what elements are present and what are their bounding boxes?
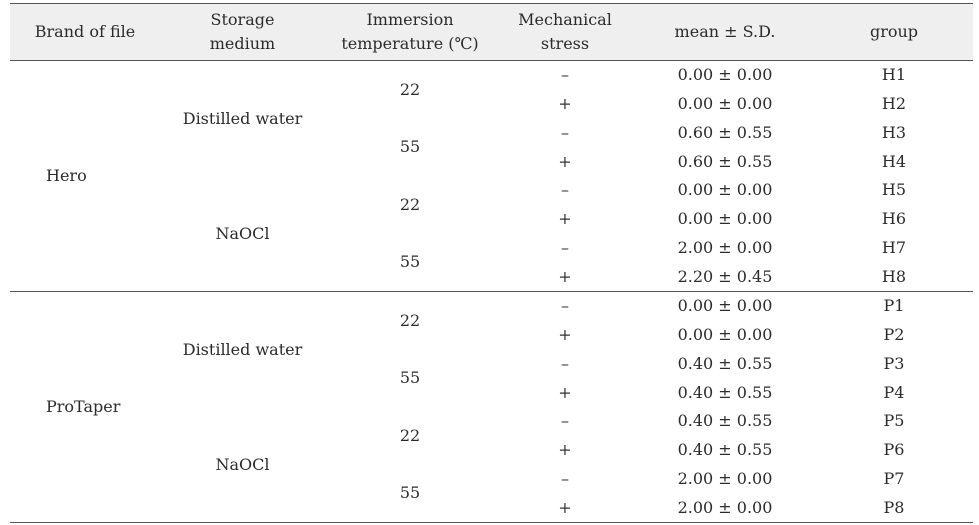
table-row: 55 – 0.40 ± 0.55 P3 [10, 350, 973, 387]
mean-sd-cell: 0.60 ± 0.55 [677, 151, 773, 171]
temperature-cell: 55 [325, 233, 495, 292]
table-row: 55 – 2.00 ± 0.00 H7 [10, 233, 973, 292]
stress-cell: + [558, 209, 572, 229]
table-row: +0.00 ± 0.00 H2 [10, 90, 973, 119]
header-stress-line1: Mechanical [518, 10, 612, 29]
table-row: 55 – 0.60 ± 0.55 H3 [10, 119, 973, 156]
stress-cell: + [558, 151, 572, 171]
stress-cell: – [561, 237, 569, 257]
mean-sd-cell: 2.00 ± 0.00 [635, 493, 815, 524]
stress-cell: – [561, 65, 569, 85]
temperature-cell: 22 [399, 194, 421, 214]
group-cell: H5 [881, 180, 907, 200]
header-temperature: Immersion temperature (℃) [325, 3, 495, 61]
temperature-cell: 22 [399, 425, 421, 445]
group-cell: H6 [881, 209, 907, 229]
header-mean: mean ± S.D. [635, 3, 815, 61]
brand-cell: Hero [10, 60, 160, 292]
mean-sd-cell: 0.00 ± 0.00 [677, 180, 773, 200]
stress-cell: + [495, 262, 635, 293]
header-temperature-line2: temperature (℃) [341, 34, 479, 53]
storage-medium-cell: NaOCl [160, 176, 325, 292]
group-cell: P3 [883, 353, 905, 373]
mean-sd-cell: 2.00 ± 0.00 [677, 237, 773, 257]
group-cell: P6 [883, 440, 905, 460]
mean-sd-cell: 0.40 ± 0.55 [677, 440, 773, 460]
stress-cell: + [558, 382, 572, 402]
stress-cell: – [561, 411, 569, 431]
header-group: group [815, 3, 973, 61]
mean-sd-cell: 0.40 ± 0.55 [677, 411, 773, 431]
table-row: NaOCl 22 – 0.40 ± 0.55 P5 [10, 407, 973, 523]
mean-sd-cell: 0.00 ± 0.00 [677, 94, 773, 114]
group-cell: P4 [883, 382, 905, 402]
header-group-label: group [869, 22, 919, 41]
header-medium: Storage medium [160, 3, 325, 61]
mean-sd-cell: 0.40 ± 0.55 [677, 382, 773, 402]
stress-cell: – [561, 122, 569, 142]
stress-cell: – [561, 180, 569, 200]
header-medium-line2: medium [209, 34, 276, 53]
table-row: +0.00 ± 0.00 H6 [10, 205, 973, 234]
table-row: +0.60 ± 0.55 H4 [10, 147, 973, 176]
table-header: Brand of file Storage medium Immersion t… [10, 3, 973, 61]
stress-cell: – [561, 468, 569, 488]
group-cell: H3 [881, 122, 907, 142]
group-cell: P1 [883, 296, 905, 316]
header-temperature-line1: Immersion [366, 10, 454, 29]
table-row: Hero Distilled water 22 – 0.00 ± 0.00 H1 [10, 60, 973, 292]
table-row: +0.00 ± 0.00 P2 [10, 321, 973, 350]
group-cell: H2 [881, 94, 907, 114]
header-brand-label: Brand of file [34, 22, 136, 41]
storage-medium-cell: NaOCl [160, 407, 325, 523]
header-mean-label: mean ± S.D. [674, 22, 776, 41]
group-cell: P8 [815, 493, 973, 524]
mean-sd-cell: 0.00 ± 0.00 [677, 209, 773, 229]
stress-cell: + [558, 325, 572, 345]
stress-cell: – [561, 296, 569, 316]
storage-medium-cell: Distilled water [182, 108, 303, 128]
results-table: Brand of file Storage medium Immersion t… [10, 3, 973, 524]
temperature-cell: 55 [325, 464, 495, 523]
header-stress-line2: stress [540, 34, 590, 53]
table-row: NaOCl 22 – 0.00 ± 0.00 H5 [10, 176, 973, 292]
group-cell: P2 [883, 325, 905, 345]
table-row: +2.00 ± 0.00 P8 [10, 493, 973, 524]
table-row: ProTaper Distilled water 22 – 0.00 ± 0.00 P1 [10, 291, 973, 523]
stress-cell: – [561, 353, 569, 373]
group-cell: H4 [881, 151, 907, 171]
mean-sd-cell: 0.00 ± 0.00 [677, 325, 773, 345]
group-cell: H8 [815, 262, 973, 293]
brand-cell: ProTaper [10, 291, 160, 523]
table-row: +0.40 ± 0.55 P6 [10, 436, 973, 465]
table-row: +2.20 ± 0.45 H8 [10, 262, 973, 293]
temperature-cell: 55 [399, 137, 421, 157]
results-table-container: Brand of file Storage medium Immersion t… [10, 3, 973, 524]
header-brand: Brand of file [10, 3, 160, 61]
mean-sd-cell: 2.20 ± 0.45 [635, 262, 815, 293]
table-row: +0.40 ± 0.55 P4 [10, 378, 973, 407]
group-cell: P5 [883, 411, 905, 431]
header-medium-line1: Storage [210, 10, 275, 29]
stress-cell: + [558, 94, 572, 114]
group-cell: P7 [883, 468, 905, 488]
brand-block: ProTaper Distilled water 22 – 0.00 ± 0.00 P1 +… [10, 291, 973, 524]
temperature-cell: 22 [399, 79, 421, 99]
temperature-cell: 22 [399, 310, 421, 330]
mean-sd-cell: 0.40 ± 0.55 [677, 353, 773, 373]
brand-block: Hero Distilled water 22 – 0.00 ± 0.00 H1 +0.00… [10, 60, 973, 293]
header-row: Brand of file Storage medium Immersion t… [10, 3, 973, 61]
header-stress: Mechanical stress [495, 3, 635, 61]
table-row: 55 – 2.00 ± 0.00 P7 [10, 464, 973, 523]
mean-sd-cell: 0.00 ± 0.00 [677, 296, 773, 316]
stress-cell: + [558, 440, 572, 460]
group-cell: H7 [881, 237, 907, 257]
mean-sd-cell: 0.60 ± 0.55 [677, 122, 773, 142]
mean-sd-cell: 2.00 ± 0.00 [677, 468, 773, 488]
temperature-cell: 55 [399, 368, 421, 388]
mean-sd-cell: 0.00 ± 0.00 [677, 65, 773, 85]
storage-medium-cell: Distilled water [182, 339, 303, 359]
stress-cell: + [495, 493, 635, 524]
group-cell: H1 [881, 65, 907, 85]
